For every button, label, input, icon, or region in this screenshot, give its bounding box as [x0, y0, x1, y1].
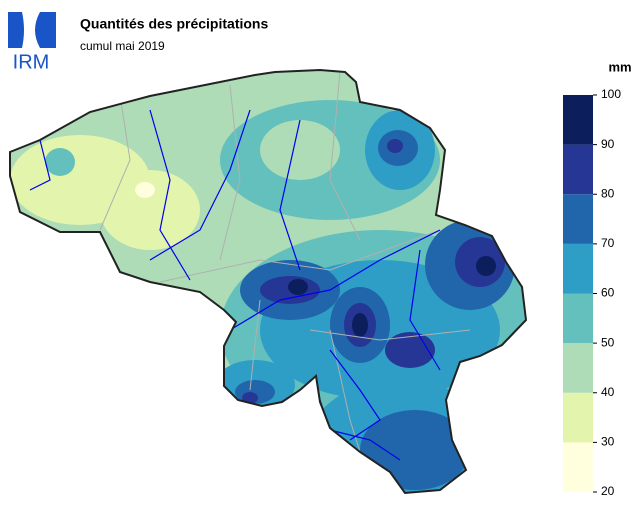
legend-tick-label: 40: [601, 385, 615, 399]
legend-band: [563, 243, 593, 294]
map-zone: [288, 279, 308, 295]
title: Quantités des précipitations: [80, 16, 268, 32]
legend-band: [563, 392, 593, 443]
legend-band: [563, 293, 593, 344]
legend-tick-label: 90: [601, 137, 615, 151]
legend-tick-label: 100: [601, 87, 621, 101]
legend-tick-label: 50: [601, 335, 615, 349]
legend-tick-label: 70: [601, 236, 615, 250]
map-zone: [352, 313, 368, 337]
legend-band: [563, 95, 593, 145]
map-zone: [45, 148, 75, 176]
precipitation-map: [10, 70, 526, 493]
logo-shape: [35, 12, 56, 48]
legend-band: [563, 442, 593, 492]
legend-tick-label: 80: [601, 186, 615, 200]
map-zone: [100, 170, 200, 250]
legend-tick-label: 20: [601, 484, 615, 498]
legend-tick-label: 30: [601, 435, 615, 449]
map-zone: [387, 139, 403, 153]
legend: mm 20 30 40 50 60 70 80 90 100: [563, 59, 632, 498]
legend-tick-label: 60: [601, 286, 615, 300]
logo-shape: [8, 12, 24, 48]
legend-band: [563, 343, 593, 393]
map-zone: [476, 256, 496, 276]
legend-band: [563, 194, 593, 244]
logo: IRM: [8, 12, 56, 73]
rivers: [29, 109, 441, 461]
legend-unit: mm: [608, 59, 631, 74]
country-outline: [9, 68, 528, 495]
legend-band: [563, 144, 593, 195]
map-zone: [260, 120, 340, 180]
map-zone: [135, 182, 155, 198]
subtitle: cumul mai 2019: [80, 39, 165, 53]
borders: [99, 71, 471, 453]
logo-text: IRM: [13, 51, 50, 73]
